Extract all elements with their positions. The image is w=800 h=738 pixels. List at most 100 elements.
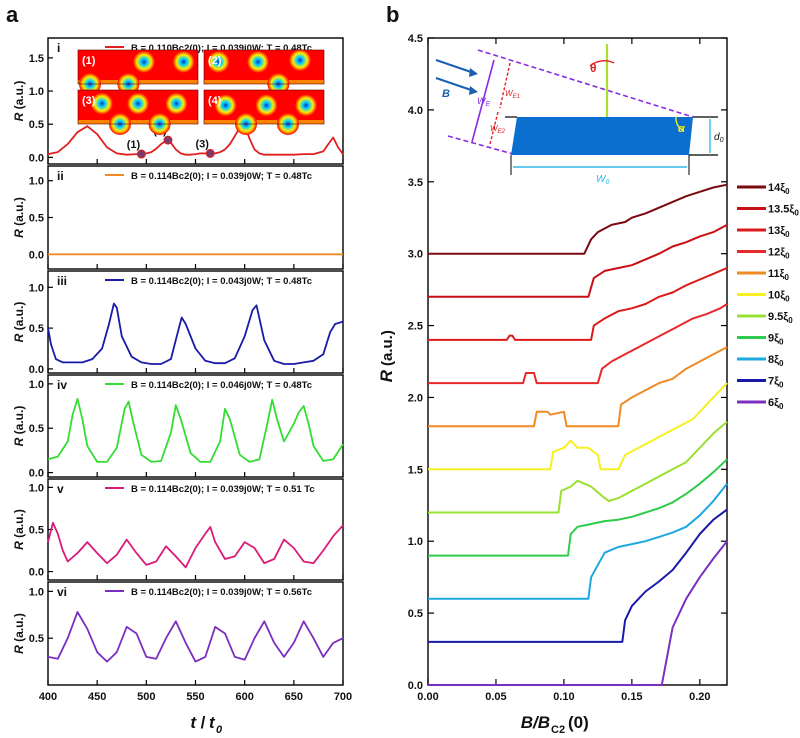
panel-a-label: a xyxy=(6,2,19,27)
y-axis-label: R (a.u.) xyxy=(12,613,26,654)
series-line xyxy=(47,611,344,663)
panel-b-xlabel-sub: C2 xyxy=(551,724,565,736)
subplot-v: 0.0 0.5 1.0 R (a.u.) v B = 0.114Bc2(0); I = 0… xyxy=(12,478,344,581)
alpha-arc xyxy=(675,116,685,132)
subplot-roman-label: iv xyxy=(57,378,67,392)
we2-arrow xyxy=(489,111,499,145)
x-tick-label: 0.05 xyxy=(485,691,506,703)
y-axis-label: R (a.u.) xyxy=(12,81,26,122)
panel-b-ylabel: R xyxy=(377,369,396,382)
subplot-iv: 0.0 0.5 1.0 R (a.u.) iv B = 0.114Bc2(0); I = … xyxy=(12,374,344,480)
vortex-core xyxy=(289,49,311,72)
vortex-inset-4: (4) xyxy=(203,89,325,135)
inset-label: (2) xyxy=(208,55,222,67)
vortex-core xyxy=(207,50,230,73)
legend-label: 14ξ0 xyxy=(768,182,790,196)
legend-label: 13.5ξ0 xyxy=(768,204,799,218)
we2-label: WE2 xyxy=(490,124,506,135)
legend-text: B = 0.110Bc2(0); I = 0.039j0W; T = 0.48T… xyxy=(131,43,312,54)
x-tick-label: 0.15 xyxy=(621,691,642,703)
subplot-vi: 0.5 1.0 400 450 500 550 600 650 700 R (a.u.) vi B =… xyxy=(12,581,352,703)
legend-text: B = 0.114Bc2(0); I = 0.039j0W; T = 0.51 … xyxy=(131,484,315,495)
x-tick-label: 0.10 xyxy=(553,691,574,703)
y-tick-label: 1.5 xyxy=(29,53,44,65)
legend-label: 13ξ0 xyxy=(768,225,790,239)
inset-edge-band xyxy=(78,120,198,124)
vortex-core xyxy=(255,94,278,117)
inset-edge-band xyxy=(204,80,324,84)
y-tick-label: 1.0 xyxy=(29,482,44,494)
y-tick-label: 0.5 xyxy=(29,323,44,335)
series-line-2 xyxy=(428,267,728,341)
vortex-core xyxy=(172,50,195,73)
legend-text: B = 0.114Bc2(0); I = 0.039j0W; T = 0.56T… xyxy=(131,587,312,598)
we-arrow xyxy=(471,59,495,143)
series-line-9 xyxy=(428,508,728,643)
y-tick-label: 0.0 xyxy=(29,249,44,261)
series-line-7 xyxy=(428,458,728,557)
legend-label: 9.5ξ0 xyxy=(768,311,793,325)
x-tick-label: 550 xyxy=(186,691,204,703)
y-tick-label: 0.0 xyxy=(408,680,423,692)
field-arrow-2 xyxy=(435,77,475,92)
y-tick-label: 2.0 xyxy=(408,392,423,404)
panel-a-xlabel-sub: 0 xyxy=(216,724,223,736)
y-tick-label: 0.0 xyxy=(29,468,44,480)
legend-label: 9ξ0 xyxy=(768,333,784,347)
inset-frame xyxy=(77,89,199,125)
subplot-roman-label: ii xyxy=(57,169,64,183)
panel-a-xlabel-t: t xyxy=(209,713,216,732)
schematic-sample xyxy=(511,117,693,155)
panel-a: 0.0 0.5 1.0 1.5 R (a.u.) i B = 0.110Bc2(0); I … xyxy=(12,37,352,703)
panel-b-xlabel-tail: (0) xyxy=(568,713,589,732)
panel-a-xlabel-main: t xyxy=(190,713,197,732)
vortex-core xyxy=(127,92,149,115)
w0-label: W0 xyxy=(596,174,609,186)
y-tick-label: 1.0 xyxy=(29,379,44,391)
legend-label: 6ξ0 xyxy=(768,397,784,411)
vortex-core xyxy=(133,50,155,73)
y-tick-label: 3.0 xyxy=(408,249,423,261)
legend-label: 10ξ0 xyxy=(768,290,790,304)
legend-text: B = 0.114Bc2(0); I = 0.039j0W; T = 0.48T… xyxy=(131,171,312,182)
vortex-inset-3: (3) xyxy=(77,89,199,135)
panel-b: 0.0 0.5 1.0 1.5 2.0 2.5 3.0 3.5 4.0 4.5 0.00 0.05 0.… xyxy=(408,33,800,703)
vortex-core xyxy=(295,94,317,117)
inset-label: (4) xyxy=(208,95,222,107)
vortex-core xyxy=(91,92,113,115)
we1-label: WE1 xyxy=(505,89,520,100)
y-tick-label: 1.0 xyxy=(29,86,44,98)
theta-label: θ xyxy=(590,61,597,75)
legend-text: B = 0.114Bc2(0); I = 0.046j0W; T = 0.48T… xyxy=(131,380,312,391)
series-line xyxy=(47,521,344,569)
legend-label: 7ξ0 xyxy=(768,376,784,390)
geometry-schematic: θ W0 d0 α WE WE1 WE2 B xyxy=(435,44,724,186)
state-marker xyxy=(136,149,146,159)
series-line-0 xyxy=(428,183,728,255)
panel-b-xlabel: B/B xyxy=(521,713,550,732)
inset-frame xyxy=(203,89,325,125)
x-tick-label: 450 xyxy=(88,691,106,703)
y-axis-label: R (a.u.) xyxy=(12,509,26,550)
subplot-roman-label: iii xyxy=(57,274,67,288)
vortex-core xyxy=(214,94,237,117)
y-tick-label: 0.5 xyxy=(29,213,44,225)
x-tick-label: 650 xyxy=(285,691,303,703)
subplot-roman-label: vi xyxy=(57,585,67,599)
inset-frame xyxy=(77,49,199,85)
field-arrow-2-head xyxy=(469,86,478,95)
inset-edge-band xyxy=(204,120,324,124)
y-tick-label: 0.0 xyxy=(29,567,44,579)
series-line-1 xyxy=(428,224,728,298)
state-marker-label: (1) xyxy=(127,139,141,151)
x-tick-label: 700 xyxy=(334,691,352,703)
series-line-8 xyxy=(428,483,728,600)
y-tick-label: 1.0 xyxy=(29,586,44,598)
vortex-core xyxy=(165,92,188,115)
panel-b-ylabel-group: R (a.u.) xyxy=(377,330,396,382)
y-tick-label: 3.5 xyxy=(408,177,423,189)
subplot-roman-label: i xyxy=(57,41,60,55)
vortex-inset-1: (1) xyxy=(77,49,199,95)
x-tick-label: 0.00 xyxy=(417,691,438,703)
